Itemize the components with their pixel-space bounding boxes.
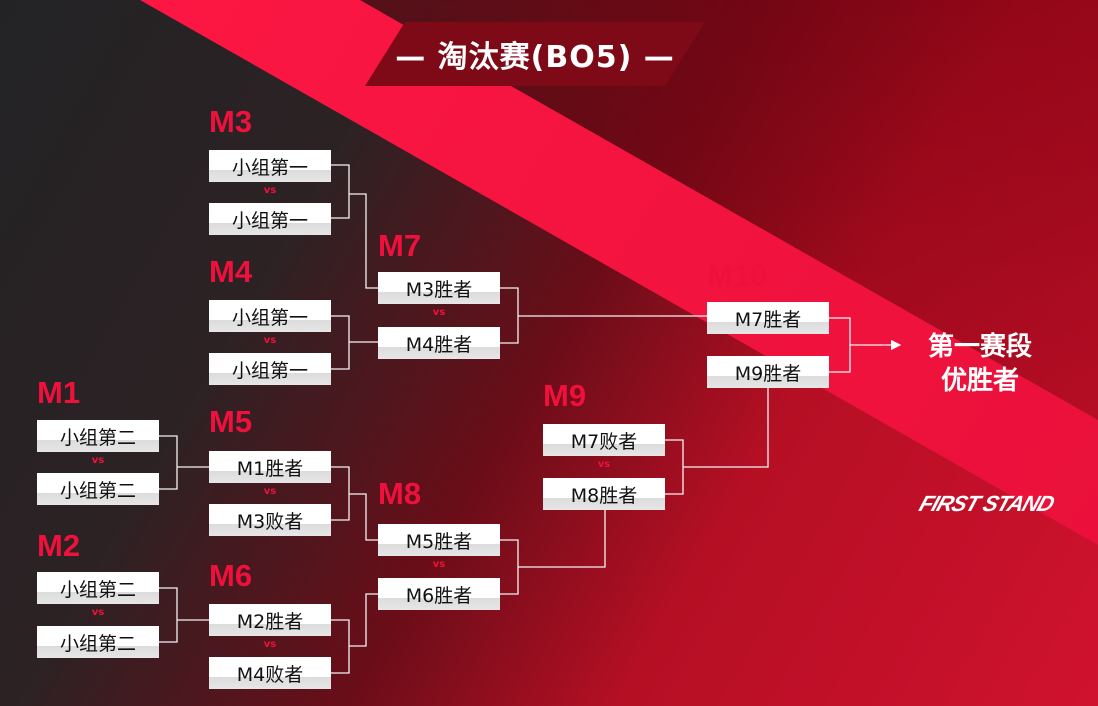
team-slot: 小组第一 (209, 353, 331, 385)
match-label: M5 (209, 404, 253, 439)
page-title: — 淘汰赛(BO5) — (395, 40, 675, 75)
team-slot: M3败者 (209, 504, 331, 536)
connector-m9-m10 (665, 388, 769, 495)
result-line1: 第一赛段 (927, 332, 1032, 362)
connector-m10-result (829, 317, 900, 373)
connector-m6-m8 (331, 593, 378, 674)
team-slot: M4败者 (209, 657, 331, 689)
match-label: M2 (37, 528, 81, 563)
team-slot: M7败者 (543, 424, 665, 456)
title-banner: — 淘汰赛(BO5) — (365, 22, 705, 86)
team-slot: 小组第一 (209, 150, 331, 182)
vs-label: vs (432, 307, 446, 318)
team-slot: 小组第一 (209, 300, 331, 332)
team-slot: 小组第二 (37, 473, 159, 505)
vs-label: vs (91, 607, 105, 618)
connector-m1-m5 (159, 435, 209, 490)
match-label: M4 (209, 254, 253, 289)
match-label: M6 (209, 558, 253, 593)
team-slot: M5胜者 (378, 524, 500, 556)
connector-m3-m7 (331, 164, 378, 289)
vs-label: vs (263, 639, 277, 650)
connector-m5-m8 (331, 466, 378, 541)
vs-label: vs (432, 559, 446, 570)
team-slot: M2胜者 (209, 604, 331, 636)
connector-m7-m10 (500, 287, 707, 344)
team-slot: M8胜者 (543, 478, 665, 510)
match-label: M7 (378, 228, 422, 263)
team-slot: 小组第二 (37, 572, 159, 604)
team-slot: 小组第二 (37, 420, 159, 452)
connector-m4-m7 (331, 315, 378, 370)
result-line2: 优胜者 (940, 366, 1019, 396)
match-label: M1 (37, 375, 81, 410)
vs-label: vs (91, 455, 105, 466)
vs-label: vs (597, 459, 611, 470)
match-label: M9 (543, 378, 587, 413)
team-slot: 小组第一 (209, 203, 331, 235)
match-label: M10 (707, 258, 768, 293)
team-slot: M1胜者 (209, 451, 331, 483)
vs-label: vs (263, 335, 277, 346)
match-label: M3 (209, 104, 253, 139)
first-stand-logo: FIRST STAND (916, 491, 1058, 516)
vs-label: vs (263, 185, 277, 196)
team-slot: M6胜者 (378, 578, 500, 610)
team-slot: M7胜者 (707, 302, 829, 334)
team-slot: 小组第二 (37, 626, 159, 658)
vs-label: vs (263, 486, 277, 497)
team-slot: M3胜者 (378, 272, 500, 304)
team-slot: M4胜者 (378, 327, 500, 359)
result-label: 第一赛段 优胜者 (905, 330, 1055, 398)
connector-m8-m9 (500, 510, 606, 595)
connector-m2-m6 (159, 587, 209, 643)
match-label: M8 (378, 476, 422, 511)
team-slot: M9胜者 (707, 356, 829, 388)
vs-label: vs (761, 337, 775, 348)
